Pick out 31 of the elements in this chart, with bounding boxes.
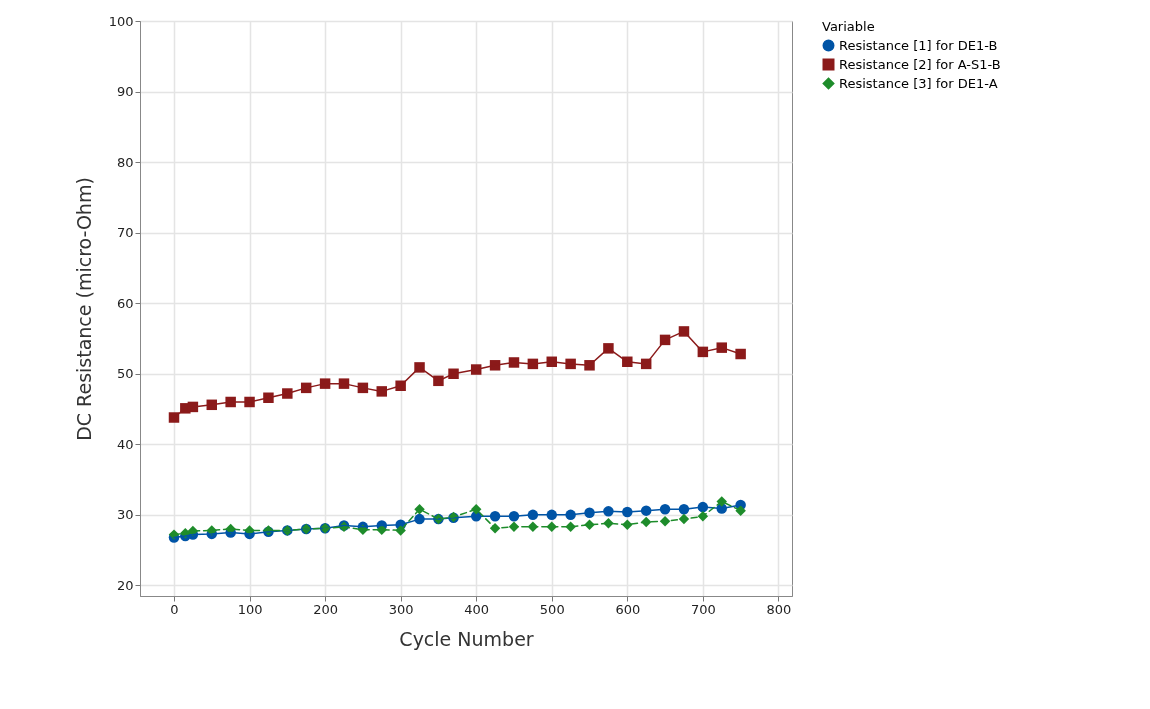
y-axis-title: DC Resistance (micro-Ohm) <box>72 177 95 441</box>
legend-label: Resistance [1] for DE1-B <box>839 37 998 53</box>
point <box>735 348 746 360</box>
x-tick-label: 800 <box>766 601 792 617</box>
y-tick-label: 50 <box>116 366 134 382</box>
y-tick-label: 80 <box>116 154 134 170</box>
y-tick-label: 60 <box>116 295 134 311</box>
point <box>603 343 614 354</box>
x-tick-label: 500 <box>539 601 565 617</box>
y-tick-label: 20 <box>116 577 134 593</box>
y-tick-label: 100 <box>108 13 134 29</box>
point <box>716 342 727 353</box>
x-tick-label: 100 <box>237 601 263 617</box>
legend-label: Resistance [2] for A-S1-B <box>839 56 1001 72</box>
legend-label: Resistance [3] for DE1-A <box>839 75 998 91</box>
y-tick-label: 90 <box>116 84 134 100</box>
y-tick-label: 70 <box>116 225 134 241</box>
point <box>282 388 293 399</box>
x-tick-label: 300 <box>388 601 414 617</box>
legend-title: Variable <box>822 19 875 34</box>
x-tick-label: 600 <box>615 601 641 617</box>
x-tick-label: 700 <box>690 601 716 617</box>
y-tick-label: 30 <box>116 507 134 523</box>
point <box>168 412 180 423</box>
x-tick-label: 0 <box>170 601 179 617</box>
x-tick-label: 200 <box>313 601 339 617</box>
point <box>414 362 425 373</box>
x-axis-title: Cycle Number <box>399 627 534 650</box>
x-tick-label: 400 <box>464 601 490 617</box>
point <box>735 505 746 516</box>
y-tick-label: 40 <box>116 436 134 452</box>
